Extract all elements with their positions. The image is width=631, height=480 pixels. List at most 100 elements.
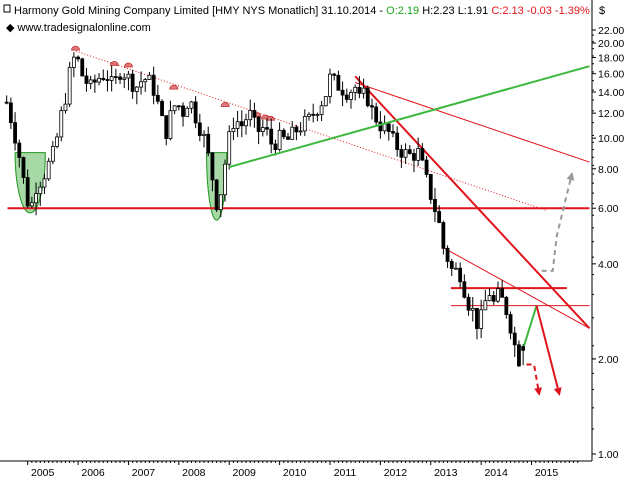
candle-down bbox=[412, 153, 416, 161]
candle-up bbox=[235, 121, 240, 129]
candle-up bbox=[328, 73, 332, 97]
trendline bbox=[355, 82, 590, 163]
x-tick-label: 2012 bbox=[384, 467, 408, 479]
candle-down bbox=[445, 247, 450, 262]
candle-up bbox=[302, 116, 307, 132]
candle-down bbox=[420, 148, 425, 161]
x-tick-label: 2006 bbox=[81, 467, 105, 479]
x-tick-label: 2009 bbox=[233, 467, 257, 479]
candle-down bbox=[269, 128, 274, 145]
candle-down bbox=[118, 76, 122, 80]
candle-up bbox=[88, 79, 93, 84]
x-tick-label: 2014 bbox=[484, 467, 508, 479]
candle-up bbox=[496, 288, 500, 302]
candle-down bbox=[25, 177, 30, 207]
candle-up bbox=[189, 101, 194, 109]
currency-label: $ bbox=[599, 5, 605, 17]
candle-down bbox=[17, 142, 22, 158]
candle-down bbox=[239, 121, 244, 127]
candle-down bbox=[76, 56, 80, 60]
y-tick-label: 2.00 bbox=[598, 354, 619, 366]
candle-down bbox=[155, 94, 160, 102]
y-tick-label: 16.00 bbox=[598, 69, 624, 81]
candle-down bbox=[80, 58, 85, 77]
candle-up bbox=[223, 163, 227, 196]
candle-down bbox=[500, 288, 505, 298]
candle-down bbox=[521, 346, 526, 351]
projection-arrow bbox=[526, 363, 543, 396]
candle-up bbox=[227, 131, 232, 165]
candle-up bbox=[260, 127, 265, 132]
y-tick-label: 6.00 bbox=[598, 203, 619, 215]
candle-down bbox=[344, 94, 349, 100]
candle-down bbox=[428, 174, 433, 200]
x-tick-label: 2013 bbox=[434, 467, 458, 479]
candle-up bbox=[134, 86, 139, 92]
candle-up bbox=[231, 127, 236, 133]
y-tick-label: 8.00 bbox=[598, 164, 619, 176]
candle-down bbox=[395, 132, 400, 150]
candle-up bbox=[29, 202, 34, 207]
annotation-layer-front bbox=[228, 65, 590, 396]
y-tick-label: 10.00 bbox=[598, 133, 624, 145]
y-tick-label: 22.00 bbox=[598, 25, 624, 37]
candle-down bbox=[466, 296, 471, 311]
trendline bbox=[228, 65, 590, 169]
x-tick-label: 2008 bbox=[182, 467, 206, 479]
candle-up bbox=[323, 96, 328, 107]
candle-up bbox=[172, 105, 177, 112]
candle-down bbox=[113, 76, 118, 78]
candle-up bbox=[298, 130, 303, 133]
candle-up bbox=[50, 145, 55, 162]
candle-down bbox=[378, 121, 383, 132]
candle-up bbox=[185, 107, 190, 117]
globe-icon: ◆ bbox=[6, 22, 18, 34]
candle-up bbox=[42, 178, 47, 188]
candle-down bbox=[370, 105, 374, 108]
candle-up bbox=[479, 309, 484, 329]
candle-down bbox=[281, 129, 286, 138]
top-marker bbox=[220, 102, 230, 107]
candle-up bbox=[307, 113, 311, 117]
candle-up bbox=[315, 114, 320, 116]
x-tick-label: 2005 bbox=[31, 467, 55, 479]
candle-down bbox=[424, 159, 429, 175]
header-name: Harmony Gold Mining Company Limited [HMY… bbox=[14, 5, 386, 17]
candle-down bbox=[386, 123, 391, 132]
top-marker bbox=[109, 60, 119, 66]
header-change: C:2.13 -0.03 -1.39% bbox=[491, 5, 590, 17]
candle-down bbox=[407, 149, 412, 154]
top-marker bbox=[71, 45, 80, 51]
x-tick-label: 2015 bbox=[535, 467, 559, 479]
candle-up bbox=[277, 129, 282, 151]
y-tick-label: 18.00 bbox=[598, 53, 624, 65]
candle-down bbox=[210, 152, 215, 181]
candle-up bbox=[122, 77, 127, 80]
top-marker bbox=[169, 84, 179, 90]
candle-down bbox=[340, 89, 345, 96]
candle-down bbox=[176, 105, 181, 108]
candle-down bbox=[365, 87, 370, 107]
candle-up bbox=[126, 73, 131, 79]
candle-up bbox=[139, 81, 143, 88]
candle-down bbox=[311, 113, 316, 116]
candle-up bbox=[218, 194, 223, 211]
candle-down bbox=[441, 222, 446, 249]
candle-down bbox=[206, 133, 211, 154]
candle-down bbox=[462, 281, 467, 298]
candle-down bbox=[181, 105, 185, 117]
candle-up bbox=[143, 79, 148, 83]
candle-down bbox=[8, 102, 13, 124]
candle-down bbox=[399, 149, 404, 158]
candle-down bbox=[512, 332, 517, 346]
candle-down bbox=[197, 122, 202, 136]
candle-down bbox=[458, 267, 463, 283]
candle-down bbox=[160, 100, 164, 117]
y-tick-label: 12.00 bbox=[598, 108, 624, 120]
trendline bbox=[354, 75, 591, 329]
candle-up bbox=[109, 76, 114, 81]
candle-up bbox=[168, 110, 173, 139]
candle-up bbox=[349, 92, 353, 100]
candle-down bbox=[332, 73, 337, 76]
header-hlc: H:2.23 L:1.91 bbox=[419, 5, 491, 17]
